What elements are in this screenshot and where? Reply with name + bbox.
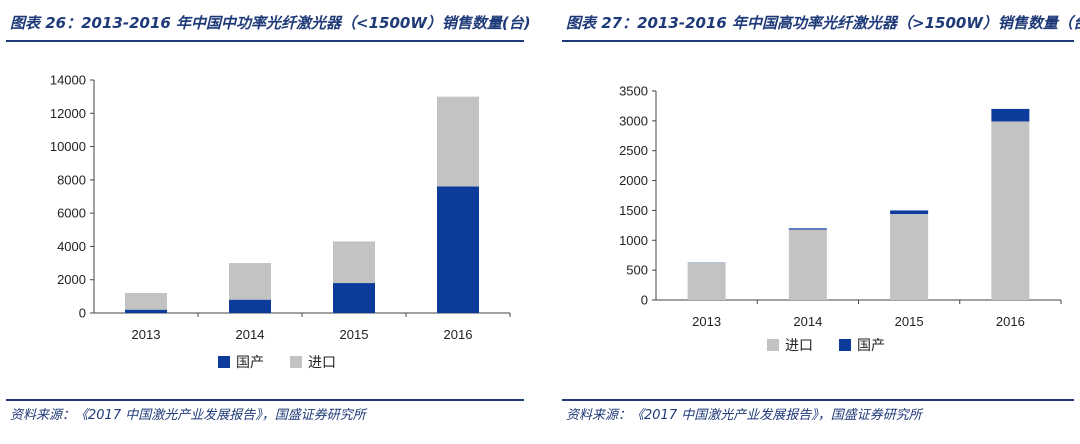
left-bar-2016-进口	[437, 96, 479, 187]
right-source-rule	[562, 399, 1074, 401]
right-x-tick-label: 2013	[692, 314, 721, 329]
left-bar-2014-进口	[229, 263, 271, 300]
left-bar-chart: 0 2000 4000 6000 8000 10000 12000 14000 2013 2014…	[50, 73, 511, 371]
right-y-tick-label: 3500	[619, 84, 648, 99]
right-x-tick-label: 2016	[996, 314, 1025, 329]
left-x-tick-label: 2016	[444, 327, 473, 342]
right-bar-2016-国产	[991, 108, 1030, 122]
right-chart-title: 图表 27：2013-2016 年中国高功率光纤激光器（>1500W）销售数量（…	[566, 14, 1080, 32]
right-title-rule	[562, 40, 1074, 42]
right-y-tick-label: 1000	[619, 233, 648, 248]
right-bar-2016-进口	[991, 121, 1030, 300]
left-x-tick-label: 2014	[236, 327, 265, 342]
left-chart-title: 图表 26：2013-2016 年中国中功率光纤激光器（<1500W）销售数量(…	[10, 14, 531, 32]
right-y-tick-label: 0	[641, 293, 648, 308]
left-y-tick-label: 14000	[50, 73, 86, 88]
left-chart-panel: 图表 26：2013-2016 年中国中功率光纤激光器（<1500W）销售数量(…	[0, 0, 531, 444]
left-bar-2015-进口	[333, 241, 375, 284]
left-title-rule	[6, 40, 524, 42]
left-y-tick-label: 8000	[57, 172, 86, 187]
right-y-tick-label: 2500	[619, 143, 648, 158]
left-y-tick-label: 10000	[50, 139, 86, 154]
right-y-tick-label: 3000	[619, 113, 648, 128]
left-y-tick-label: 6000	[57, 206, 86, 221]
right-bar-2014-进口	[788, 229, 827, 300]
left-x-tick-label: 2015	[340, 327, 369, 342]
right-legend-label: 进口	[785, 338, 813, 354]
right-source-note: 资料来源：《2017 中国激光产业发展报告》，国盛证券研究所	[566, 408, 922, 423]
right-legend-swatch	[767, 339, 779, 351]
left-y-tick-label: 4000	[57, 239, 86, 254]
right-y-tick-label: 2000	[619, 173, 648, 188]
left-x-tick-label: 2013	[132, 327, 161, 342]
left-y-tick-label: 0	[79, 306, 86, 321]
right-x-tick-label: 2015	[895, 314, 924, 329]
left-legend-swatch	[218, 356, 230, 368]
left-bar-2015-国产	[333, 283, 375, 313]
right-y-tick-label: 1500	[619, 203, 648, 218]
right-y-tick-label: 500	[626, 263, 648, 278]
left-bar-2013-进口	[125, 293, 167, 310]
left-bar-2013-国产	[125, 309, 167, 313]
left-y-tick-label: 12000	[50, 106, 86, 121]
right-bar-2015-进口	[890, 214, 929, 300]
right-bar-chart: 0 500 1000 1500 2000 2500 3000 3500 2013 2014 2015…	[619, 84, 1062, 354]
left-legend-swatch	[290, 356, 302, 368]
left-bar-2016-国产	[437, 186, 479, 313]
right-legend-label: 国产	[857, 338, 885, 354]
right-x-tick-label: 2014	[793, 314, 822, 329]
left-y-tick-label: 2000	[57, 272, 86, 287]
left-source-note: 资料来源：《2017 中国激光产业发展报告》，国盛证券研究所	[10, 408, 366, 423]
right-legend-swatch	[839, 339, 851, 351]
left-bar-2014-国产	[229, 299, 271, 313]
left-source-rule	[6, 399, 524, 401]
right-bar-2013-进口	[687, 262, 726, 300]
right-chart-panel: 图表 27：2013-2016 年中国高功率光纤激光器（>1500W）销售数量（…	[556, 0, 1080, 444]
right-bar-2014-国产	[788, 228, 827, 230]
left-legend-label: 国产	[236, 355, 264, 371]
right-bar-2015-国产	[890, 210, 929, 215]
left-legend-label: 进口	[308, 355, 336, 371]
